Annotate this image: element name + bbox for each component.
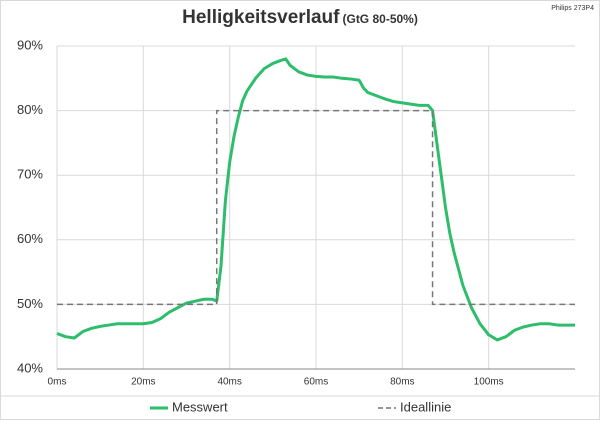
series-line — [57, 109, 575, 306]
x-tick-label: 40ms — [217, 377, 241, 388]
y-tick-label: 50% — [17, 296, 43, 311]
y-tick-label: 40% — [17, 360, 43, 375]
chart-subtitle: (GtG 80-50%) — [342, 12, 417, 26]
y-tick-label: 60% — [17, 231, 43, 246]
annotation: Philips 273P4 — [551, 5, 594, 12]
x-tick-label: 0ms — [48, 377, 67, 388]
x-tick-label: 60ms — [304, 377, 328, 388]
chart-title: Helligkeitsverlauf — [182, 7, 340, 28]
legend-label: Ideallinie — [400, 399, 451, 414]
y-tick-label: 80% — [17, 102, 43, 117]
x-tick-label: 80ms — [390, 377, 414, 388]
y-tick-label: 70% — [17, 167, 43, 182]
series-line — [56, 57, 575, 342]
legend-label: Messwert — [172, 399, 228, 414]
x-tick-label: 100ms — [474, 377, 504, 388]
y-tick-label: 90% — [17, 37, 43, 52]
x-tick-label: 20ms — [131, 377, 155, 388]
